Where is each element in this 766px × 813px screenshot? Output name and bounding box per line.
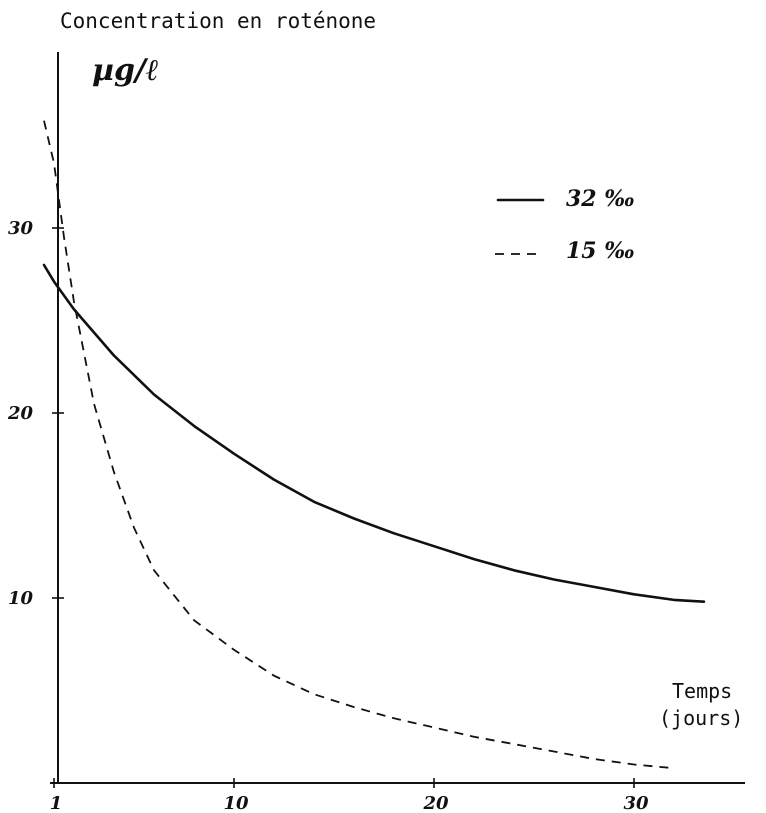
y-tick-label: 20 xyxy=(7,403,34,424)
y-axis-unit: µg/ℓ xyxy=(92,53,159,88)
chart-title: Concentration en roténone xyxy=(60,9,376,33)
plot-area xyxy=(42,120,706,770)
legend-label-dashed: 15 ‰ xyxy=(566,238,635,264)
x-tick-label: 20 xyxy=(422,793,449,813)
series-line-32 xyxy=(42,263,706,604)
x-tick-label: 30 xyxy=(623,793,649,813)
x-axis-label-line2: (jours) xyxy=(659,706,743,730)
legend-label-solid: 32 ‰ xyxy=(566,186,635,212)
series-line-15 xyxy=(43,120,675,770)
y-tick-label: 10 xyxy=(8,588,34,609)
tick-group: 1 10 20 30 10 20 30 xyxy=(7,218,649,813)
x-axis-label-line1: Temps xyxy=(672,679,732,703)
x-tick-label: 10 xyxy=(223,793,249,813)
legend: 32 ‰ 15 ‰ xyxy=(495,186,635,264)
y-tick-label: 30 xyxy=(8,218,34,239)
x-tick-label: 1 xyxy=(50,793,63,813)
